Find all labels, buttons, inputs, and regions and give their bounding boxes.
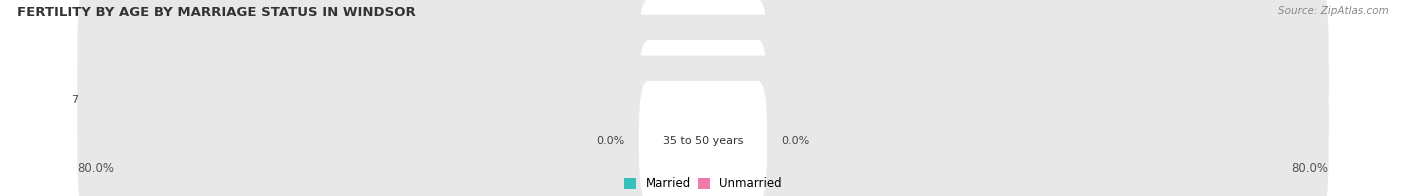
FancyBboxPatch shape (121, 57, 709, 144)
FancyBboxPatch shape (77, 55, 1329, 196)
Text: 0.0%: 0.0% (782, 136, 810, 146)
Text: 0.0%: 0.0% (596, 55, 624, 65)
Text: Source: ZipAtlas.com: Source: ZipAtlas.com (1278, 6, 1389, 16)
FancyBboxPatch shape (666, 25, 707, 94)
Text: 15 to 19 years: 15 to 19 years (662, 55, 744, 65)
Text: 80.0%: 80.0% (1292, 162, 1329, 175)
Text: FERTILITY BY AGE BY MARRIAGE STATUS IN WINDSOR: FERTILITY BY AGE BY MARRIAGE STATUS IN W… (17, 6, 416, 19)
Text: 80.0%: 80.0% (77, 162, 114, 175)
Text: 26.3%: 26.3% (928, 95, 963, 105)
FancyBboxPatch shape (77, 0, 1329, 145)
FancyBboxPatch shape (699, 25, 740, 94)
FancyBboxPatch shape (638, 40, 768, 161)
FancyBboxPatch shape (638, 81, 768, 196)
Legend: Married, Unmarried: Married, Unmarried (620, 173, 786, 195)
FancyBboxPatch shape (77, 15, 1329, 186)
Text: 0.0%: 0.0% (782, 55, 810, 65)
FancyBboxPatch shape (666, 107, 707, 176)
Text: 35 to 50 years: 35 to 50 years (662, 136, 744, 146)
FancyBboxPatch shape (697, 57, 915, 144)
Text: 20 to 34 years: 20 to 34 years (662, 95, 744, 105)
FancyBboxPatch shape (638, 0, 768, 120)
Text: 0.0%: 0.0% (596, 136, 624, 146)
FancyBboxPatch shape (699, 107, 740, 176)
Text: 73.7%: 73.7% (72, 95, 107, 105)
